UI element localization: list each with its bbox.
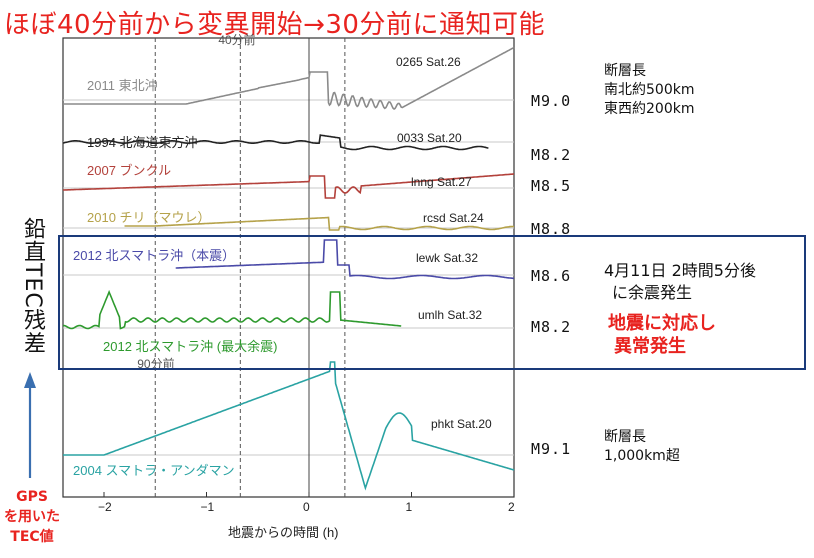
magnitude-label: M9.0 bbox=[531, 92, 572, 110]
magnitude-label: M8.5 bbox=[531, 177, 572, 195]
station-label: 0265 Sat.26 bbox=[396, 55, 461, 69]
gps-note-line: GPS bbox=[16, 489, 48, 505]
note-line: に余震発生 bbox=[612, 283, 693, 302]
series-label: 1994 北海道東方沖 bbox=[87, 135, 198, 150]
series-line bbox=[175, 239, 515, 280]
x-tick-label: −1 bbox=[201, 500, 215, 514]
x-axis-label: 地震からの時間 (h) bbox=[228, 525, 339, 540]
station-label: phkt Sat.20 bbox=[431, 417, 492, 431]
series-label: 2012 北スマトラ沖（本震） bbox=[73, 248, 235, 263]
gps-note: GPS を用いた TEC値 bbox=[2, 487, 62, 547]
note-line: 1,000km超 bbox=[604, 448, 680, 464]
series-line bbox=[63, 46, 515, 110]
reference-label: 90分前 bbox=[137, 356, 174, 371]
magnitude-label: M8.8 bbox=[531, 220, 572, 238]
series-label: 2011 東北沖 bbox=[87, 78, 158, 93]
gps-note-line: を用いた bbox=[4, 509, 60, 525]
x-tick-label: 2 bbox=[508, 500, 515, 514]
note-line: 東西約200km bbox=[604, 101, 695, 117]
station-label: lnng Sat.27 bbox=[411, 175, 472, 189]
note-line: 断層長 bbox=[604, 63, 646, 79]
station-label: rcsd Sat.24 bbox=[423, 211, 484, 225]
reference-label: 40分前 bbox=[218, 32, 255, 47]
series-line bbox=[63, 361, 515, 491]
x-tick-label: 1 bbox=[406, 500, 413, 514]
arrow-head bbox=[24, 372, 36, 388]
series-label: 2007 ブンクル bbox=[87, 163, 171, 178]
series-line bbox=[63, 173, 515, 199]
note-line: 異常発生 bbox=[614, 336, 686, 357]
anomaly-note: 地震に対応し 異常発生 bbox=[608, 312, 716, 358]
series-label: 2004 スマトラ・アンダマン bbox=[73, 463, 235, 478]
tohoku-fault-note: 断層長 南北約500km 東西約200km bbox=[604, 62, 694, 119]
note-line: 断層長 bbox=[604, 429, 646, 445]
note-line: 4月11日 2時間5分後 bbox=[604, 261, 756, 280]
aftershock-note: 4月11日 2時間5分後 に余震発生 bbox=[604, 260, 756, 304]
series-label: 2010 チリ（マウレ） bbox=[87, 210, 211, 225]
magnitude-label: M8.2 bbox=[531, 318, 572, 336]
page-title: ほぼ40分前から変異開始→30分前に通知可能 bbox=[4, 10, 545, 40]
note-line: 南北約500km bbox=[604, 82, 695, 98]
magnitude-label: M8.2 bbox=[531, 146, 572, 164]
station-label: lewk Sat.32 bbox=[416, 251, 478, 265]
x-tick-label: 0 bbox=[303, 500, 310, 514]
x-tick-label: −2 bbox=[98, 500, 112, 514]
series-label: 2012 北スマトラ沖 (最大余震) bbox=[103, 339, 277, 354]
series-line bbox=[124, 216, 514, 231]
note-line: 地震に対応し bbox=[608, 313, 716, 334]
series-line bbox=[62, 134, 489, 151]
gps-note-line: TEC値 bbox=[10, 529, 54, 545]
sumatra-fault-note: 断層長 1,000km超 bbox=[604, 428, 680, 466]
plot-frame bbox=[62, 37, 515, 498]
magnitude-label: M9.1 bbox=[531, 440, 572, 458]
highlight-box bbox=[58, 235, 806, 370]
station-label: 0033 Sat.20 bbox=[397, 131, 462, 145]
y-axis-label: 鉛直TEC残差 bbox=[20, 216, 45, 355]
station-label: umlh Sat.32 bbox=[418, 308, 482, 322]
magnitude-label: M8.6 bbox=[531, 267, 572, 285]
series-line bbox=[63, 289, 402, 330]
